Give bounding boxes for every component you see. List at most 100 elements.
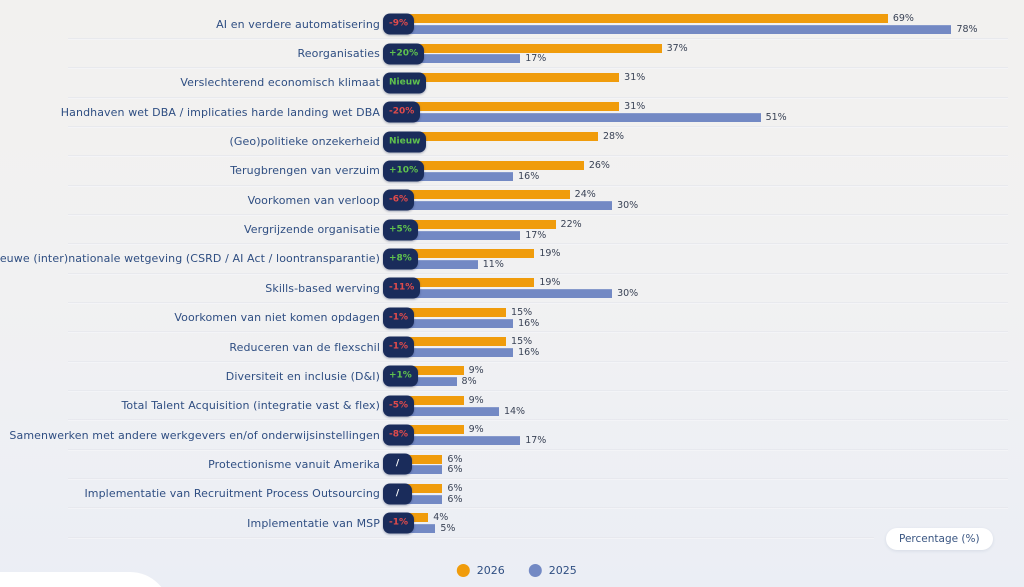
bar-line-2026: 6%: [400, 453, 463, 465]
bar-2026[interactable]: [400, 454, 443, 464]
chart-row: Reduceren van de flexschil -1% 15% 16%: [0, 332, 1024, 364]
bar-2025[interactable]: [400, 25, 952, 35]
change-badge: -11%: [383, 277, 421, 299]
category-label: Implementatie van MSP: [247, 516, 380, 530]
bar-line-2025: 30%: [400, 288, 639, 300]
category-label: Skills-based werving: [265, 281, 380, 295]
bar-2025[interactable]: [400, 54, 521, 64]
bar-2026-value: 31%: [624, 101, 646, 113]
bar-2025[interactable]: [400, 347, 514, 357]
bar-line-2025: 6%: [400, 494, 462, 505]
bar-2026-value: 9%: [468, 424, 484, 436]
chart-row: Diversiteit en inclusie (D&I) +1% 9% 8%: [0, 362, 1024, 393]
bar-2025-value: 17%: [525, 434, 547, 446]
change-badge: +8%: [383, 248, 418, 270]
bar-2025[interactable]: [400, 113, 761, 123]
bar-2026[interactable]: [400, 366, 464, 376]
change-badge: -1%: [383, 336, 415, 358]
bar-2025[interactable]: [400, 465, 443, 475]
change-badge: -6%: [383, 189, 415, 211]
bar-2026-value: 24%: [574, 189, 596, 201]
bar-2025[interactable]: [400, 289, 613, 299]
chart-row: Reorganisaties +20% 37% 17%: [0, 39, 1024, 70]
bar-2025[interactable]: [400, 201, 613, 211]
change-badge: -20%: [383, 101, 421, 123]
bar-line-2025: 11%: [400, 259, 504, 270]
bar-2026-value: 9%: [468, 365, 484, 377]
bar-2025-value: 17%: [525, 229, 547, 241]
change-badge: +20%: [383, 43, 425, 65]
chart-row: Protectionisme vanuit Amerika / 6% 6%: [0, 450, 1024, 481]
bar-line-2026: 28%: [400, 130, 625, 142]
bar-2026[interactable]: [400, 14, 888, 24]
bar-line-2026: 15%: [400, 336, 532, 347]
category-label: Protectionisme vanuit Amerika: [208, 457, 380, 471]
chart-row: Voorkomen van niet komen opdagen -1% 15%…: [0, 303, 1024, 334]
bar-2026-value: 6%: [447, 453, 463, 465]
bar-line-2025: 17%: [400, 53, 546, 64]
category-label: Total Talent Acquisition (integratie vas…: [121, 399, 380, 413]
bar-line-2025: 16%: [400, 346, 540, 358]
bar-line-2026: 31%: [400, 72, 645, 83]
bar-line-2025: 8%: [400, 376, 477, 387]
bar-2026[interactable]: [400, 190, 570, 200]
bar-2025[interactable]: [400, 494, 443, 504]
bar-2025-value: 30%: [617, 288, 639, 300]
bar-2025[interactable]: [400, 318, 514, 328]
legend-item-2026[interactable]: 2026: [456, 564, 505, 577]
bar-2026[interactable]: [400, 161, 584, 171]
bar-2026[interactable]: [400, 131, 598, 141]
bar-2025-value: 16%: [518, 346, 540, 358]
bar-2025[interactable]: [400, 171, 514, 181]
bar-2026[interactable]: [400, 483, 443, 493]
chart-row: Total Talent Acquisition (integratie vas…: [0, 391, 1024, 422]
bar-2026[interactable]: [400, 43, 662, 53]
bar-2026[interactable]: [400, 219, 556, 229]
bar-2026[interactable]: [400, 395, 464, 405]
bar-2025-value: 51%: [765, 112, 787, 124]
bar-2025-value: 14%: [503, 405, 526, 417]
bar-2025-value: 6%: [447, 464, 463, 476]
bar-2026[interactable]: [400, 513, 429, 523]
bar-line-2025: 16%: [400, 171, 539, 182]
change-badge: +1%: [383, 365, 418, 387]
bar-line-2026: 37%: [400, 43, 688, 54]
bar-2026[interactable]: [400, 249, 535, 259]
bar-2026-value: 22%: [560, 218, 582, 230]
bar-line-2025: 16%: [400, 318, 539, 329]
change-badge: -1%: [383, 307, 415, 329]
bar-2025[interactable]: [400, 406, 499, 416]
category-label: Voorkomen van niet komen opdagen: [174, 311, 380, 325]
bar-2026[interactable]: [400, 425, 464, 435]
bar-line-2026: 9%: [400, 395, 484, 406]
bar-line-2026: 69%: [400, 13, 914, 24]
bar-2026[interactable]: [400, 307, 507, 317]
change-badge: -8%: [383, 424, 415, 446]
bar-2026-value: 28%: [602, 130, 625, 142]
bar-line-2026: 22%: [400, 218, 582, 230]
bar-2025[interactable]: [400, 435, 521, 445]
bar-line-2025: 51%: [400, 112, 787, 124]
bar-2025[interactable]: [400, 377, 457, 387]
bar-2026[interactable]: [400, 72, 620, 82]
change-badge: -5%: [383, 395, 415, 417]
bar-2025[interactable]: [400, 259, 478, 269]
bar-2025-value: 78%: [956, 24, 978, 36]
bar-line-2026: 26%: [400, 160, 610, 172]
bar-2026[interactable]: [400, 337, 507, 347]
bar-2026[interactable]: [400, 102, 620, 112]
bar-line-2026: 9%: [400, 365, 484, 377]
bar-2026[interactable]: [400, 278, 535, 288]
change-badge: Nieuw: [383, 72, 427, 94]
legend-item-2025[interactable]: 2025: [528, 564, 577, 577]
bar-2025[interactable]: [400, 230, 521, 240]
bar-2025-value: 5%: [440, 523, 456, 535]
chart-row: (Geo)politieke onzekerheid Nieuw 28%: [0, 127, 1024, 158]
legend-label-2025: 2025: [548, 564, 577, 577]
chart-row: Terugbrengen van verzuim +10% 26% 16%: [0, 156, 1024, 187]
category-label: Verslechterend economisch klimaat: [180, 76, 380, 90]
bar-2025[interactable]: [400, 524, 436, 534]
bar-2026-value: 26%: [588, 160, 610, 172]
chart-row: Voorkomen van verloop -6% 24% 30%: [0, 186, 1024, 217]
chart-row: Handhaven wet DBA / implicaties harde la…: [0, 98, 1024, 129]
